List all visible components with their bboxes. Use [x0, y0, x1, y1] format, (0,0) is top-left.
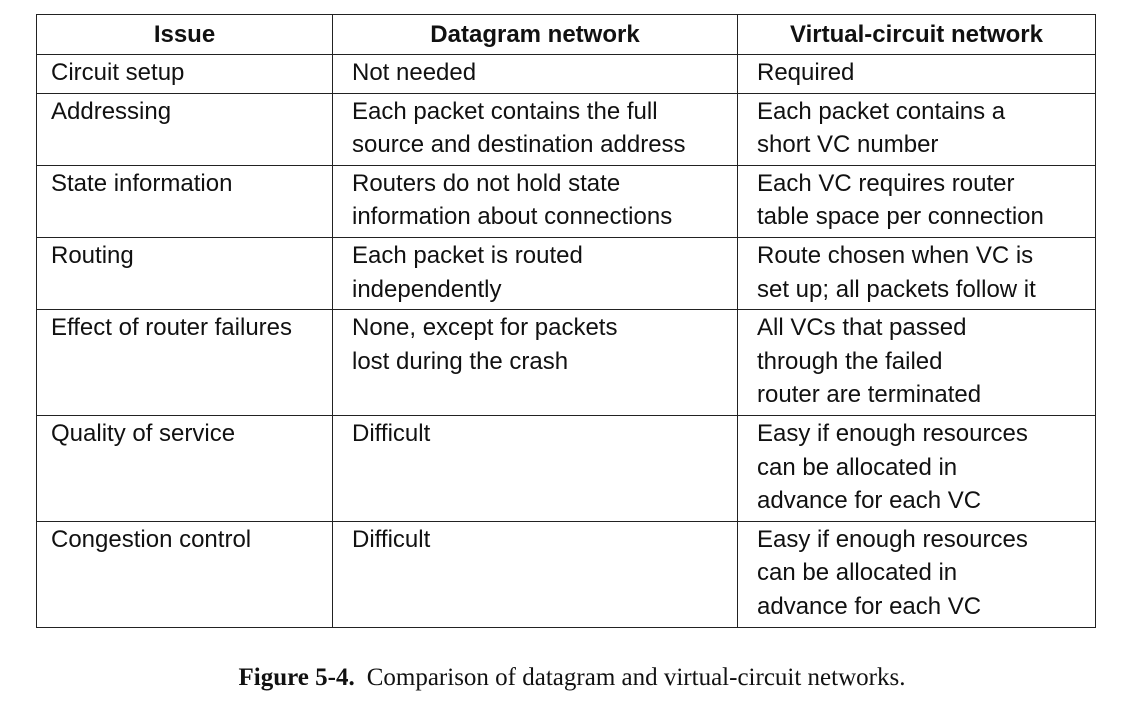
cell-text-line: Routing [51, 241, 134, 269]
cell-text-line: Quality of service [51, 419, 236, 447]
cell-issue: State information [36, 164, 333, 238]
cell-issue: Congestion control [36, 520, 333, 628]
cell-datagram: Each packet is routed independently [332, 236, 738, 311]
cell-text-line: router are terminated [757, 381, 982, 409]
cell-datagram: Difficult [332, 414, 738, 522]
cell-text-line: set up; all packets follow it [757, 275, 1036, 303]
figure-label: Figure 5-4. [238, 664, 355, 691]
cell-text-line: Circuit setup [51, 59, 185, 86]
table-header-row: Issue Datagram network Virtual-circuit n… [36, 14, 1096, 55]
figure-caption: Figure 5-4. Comparison of datagram and vi… [0, 662, 1144, 694]
table-row: Addressing Each packet contains the full s… [36, 92, 1096, 166]
cell-datagram: Not needed [332, 54, 738, 94]
table-body: Circuit setup Not needed Required Addressin… [36, 54, 1096, 628]
cell-text-line: Easy if enough resources [757, 525, 1028, 553]
cell-datagram: Routers do not hold state information abo… [332, 164, 738, 238]
cell-text-line: source and destination address [352, 131, 686, 159]
cell-virtual-circuit: Each VC requires router table space per c… [737, 164, 1096, 238]
cell-text-line: Required [757, 59, 855, 86]
cell-text-line: short VC number [757, 131, 939, 159]
cell-virtual-circuit: Route chosen when VC is set up; all packe… [737, 236, 1096, 311]
table-row: Routing Each packet is routed independentl… [36, 236, 1096, 311]
comparison-table: Issue Datagram network Virtual-circuit n… [36, 14, 1096, 628]
cell-virtual-circuit: Easy if enough resources can be allocated… [737, 414, 1096, 522]
table-row: Circuit setup Not needed Required [36, 54, 1096, 94]
cell-text-line: Each VC requires router [757, 169, 1015, 197]
table-row: Quality of service Difficult Easy if enoug… [36, 414, 1096, 522]
cell-text-line: None, except for packets [352, 314, 618, 342]
cell-text-line: table space per connection [757, 203, 1044, 231]
cell-datagram: Each packet contains the full source and … [332, 92, 738, 166]
cell-virtual-circuit: All VCs that passed through the failed rou… [737, 309, 1096, 416]
cell-text-line: lost during the crash [352, 347, 569, 375]
figure-caption-text: Comparison of datagram and virtual-circu… [366, 664, 906, 691]
cell-issue: Quality of service [36, 414, 333, 522]
table-row: Effect of router failures None, except fo… [36, 309, 1096, 416]
cell-datagram: Difficult [332, 520, 738, 628]
cell-text-line: Not needed [352, 59, 477, 86]
cell-text-line: Difficult [352, 525, 431, 553]
cell-issue: Effect of router failures [36, 309, 333, 416]
cell-text-line: can be allocated in [757, 559, 958, 587]
cell-text-line: Routers do not hold state [352, 169, 621, 197]
cell-text-line: Difficult [352, 419, 431, 447]
header-virtual-circuit-network: Virtual-circuit network [737, 14, 1096, 55]
cell-text-line: advance for each VC [757, 487, 982, 515]
cell-text-line: Each packet contains a [757, 97, 1006, 125]
cell-text-line: State information [51, 169, 233, 197]
header-datagram-network: Datagram network [332, 14, 738, 55]
table-row: Congestion control Difficult Easy if enoug… [36, 520, 1096, 628]
cell-text-line: Addressing [51, 97, 172, 125]
cell-virtual-circuit: Required [737, 54, 1096, 94]
cell-text-line: Congestion control [51, 525, 252, 553]
cell-text-line: Easy if enough resources [757, 419, 1028, 447]
cell-text-line: independently [352, 275, 502, 303]
cell-text-line: Each packet contains the full [352, 97, 658, 125]
cell-virtual-circuit: Easy if enough resources can be allocated… [737, 520, 1096, 628]
cell-text-line: can be allocated in [757, 453, 958, 481]
cell-text-line: Route chosen when VC is [757, 241, 1034, 269]
table-row: State information Routers do not hold sta… [36, 164, 1096, 238]
cell-text-line: through the failed [757, 347, 943, 375]
cell-datagram: None, except for packets lost during the … [332, 309, 738, 416]
cell-text-line: Each packet is routed [352, 241, 583, 269]
cell-text-line: advance for each VC [757, 592, 982, 620]
cell-issue: Routing [36, 236, 333, 311]
header-issue: Issue [36, 14, 333, 55]
cell-text-line: Effect of router failures [51, 314, 293, 342]
cell-issue: Addressing [36, 92, 333, 166]
cell-text-line: All VCs that passed [757, 314, 967, 342]
cell-text-line: information about connections [352, 203, 673, 231]
cell-issue: Circuit setup [36, 54, 333, 94]
cell-virtual-circuit: Each packet contains a short VC number [737, 92, 1096, 166]
